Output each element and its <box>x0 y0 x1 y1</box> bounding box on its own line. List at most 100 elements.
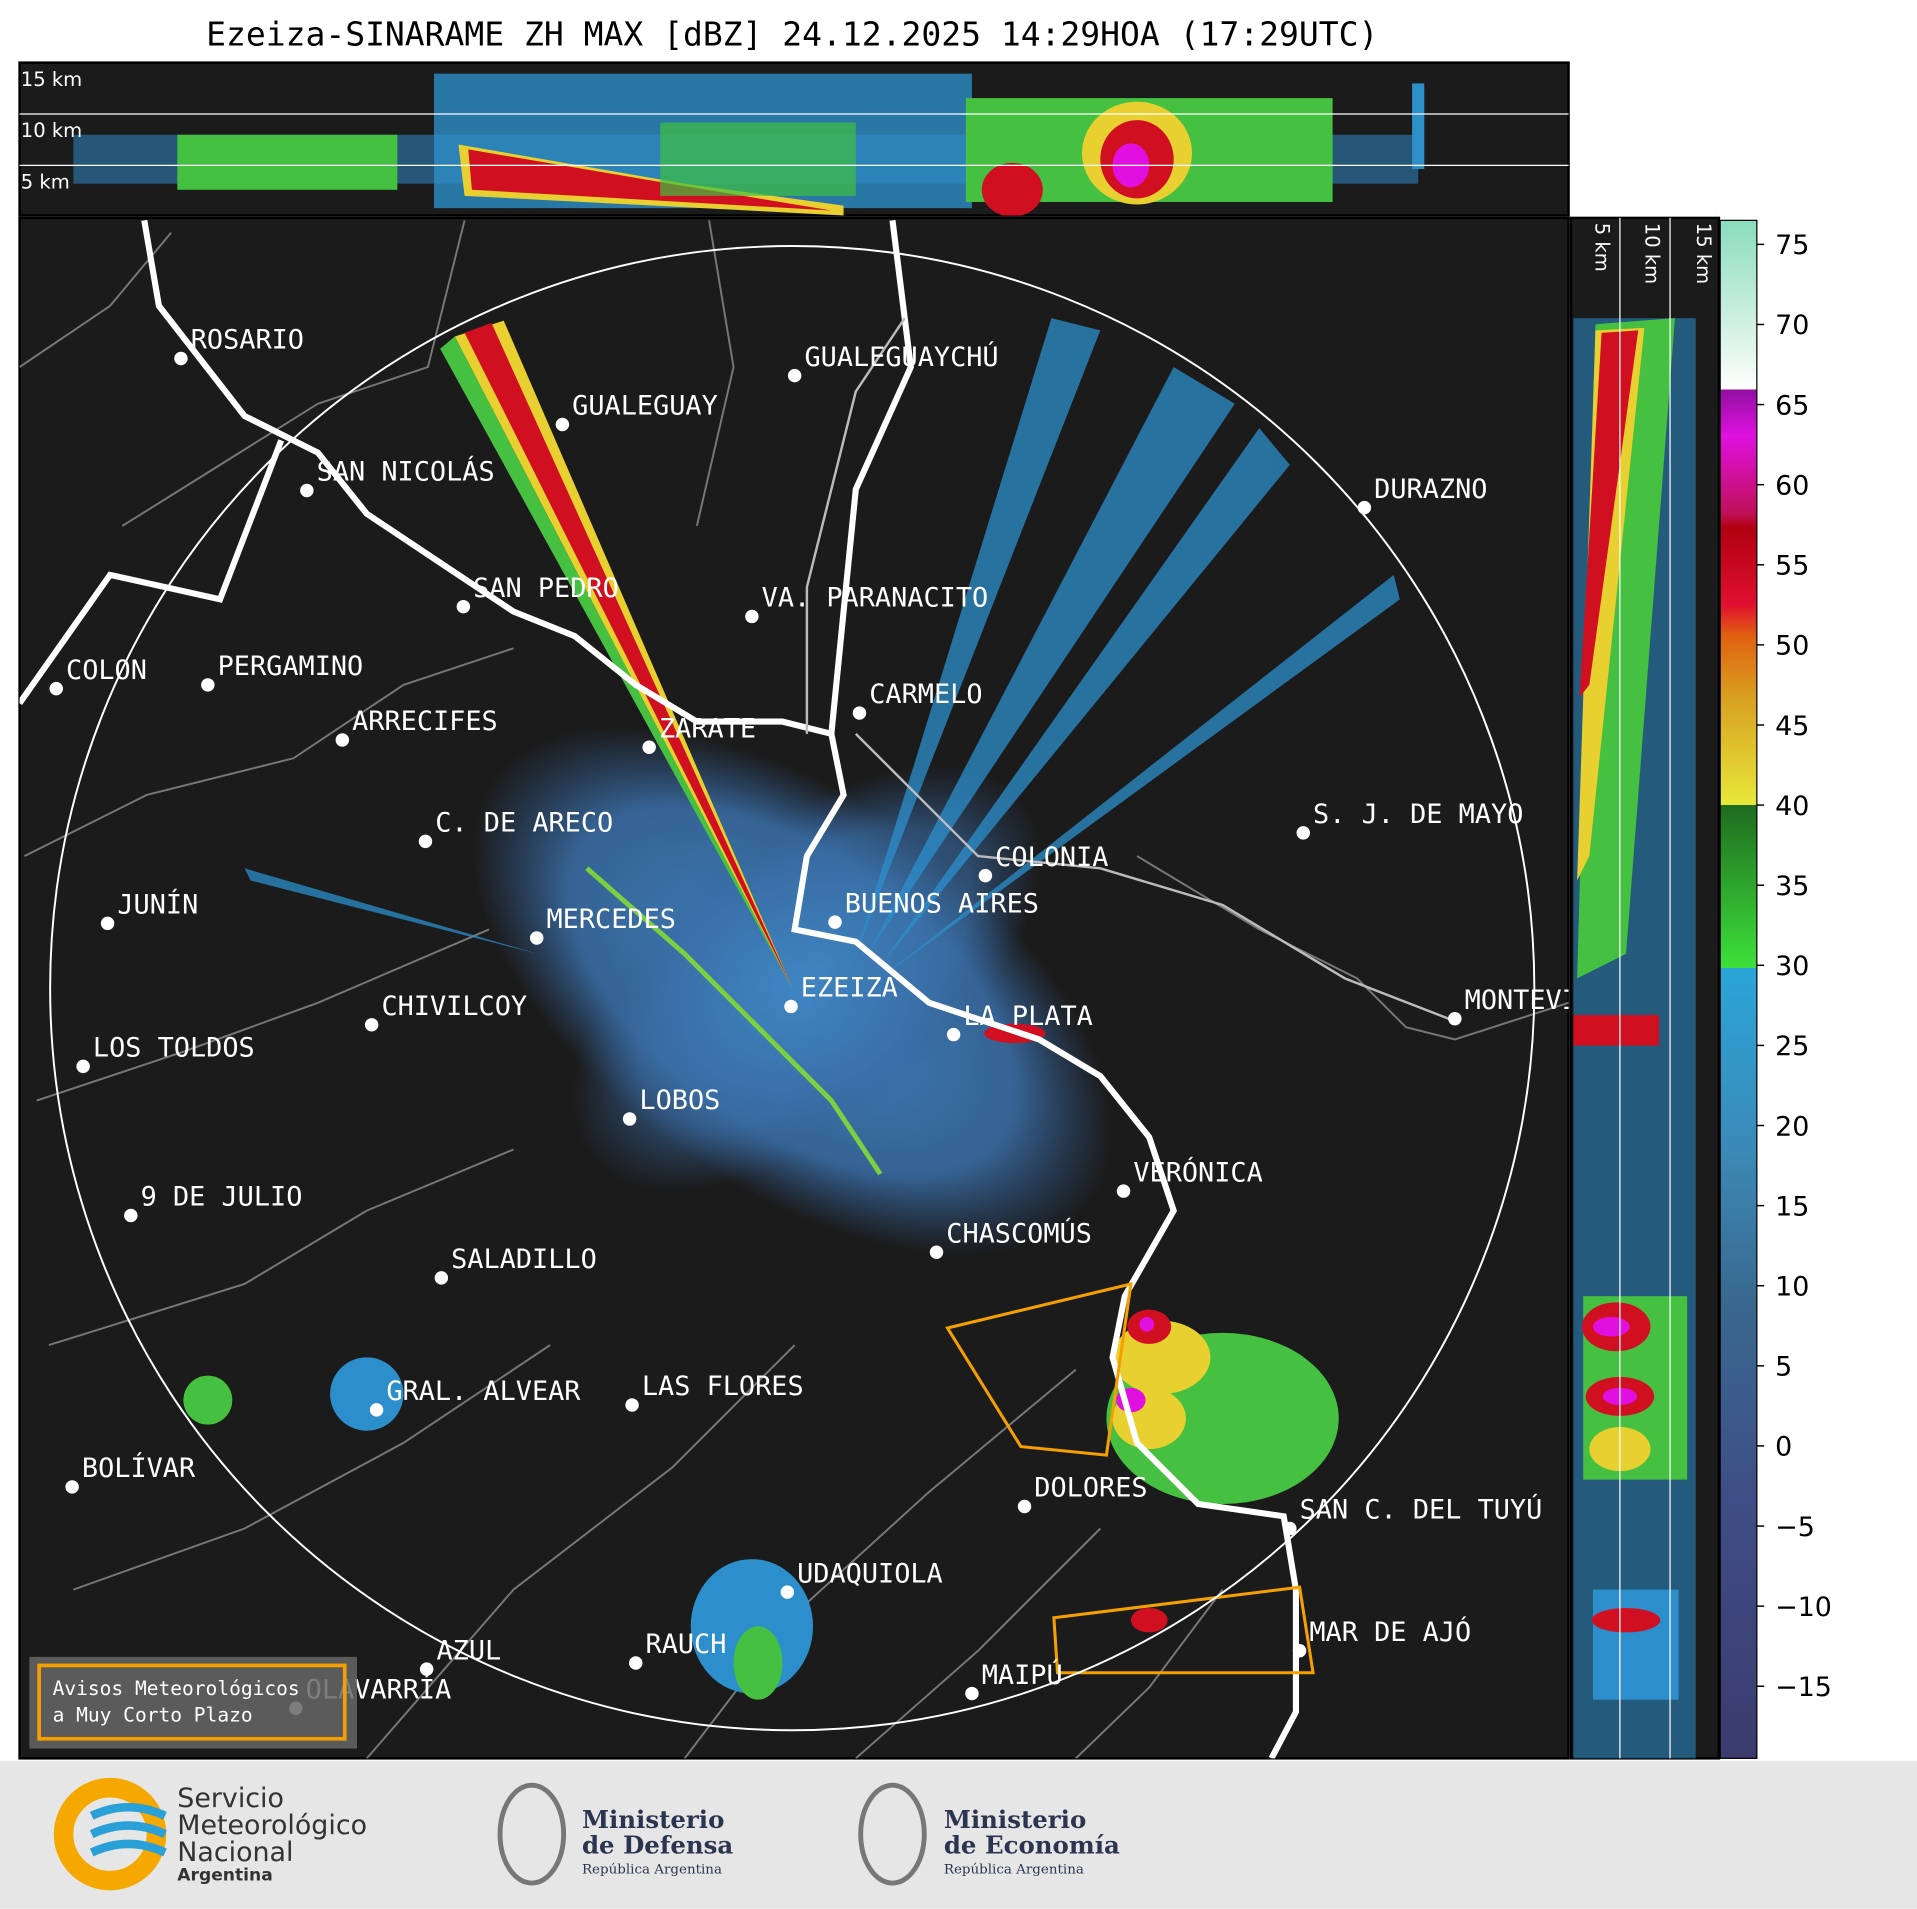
colorbar-tick-label: 60 <box>1775 470 1809 501</box>
city-label: PERGAMINO <box>218 651 364 682</box>
footer <box>0 1760 1917 1909</box>
coat-of-arms <box>858 1782 927 1886</box>
city-label: JUNÍN <box>117 889 198 921</box>
logo-text: de Defensa <box>582 1831 733 1860</box>
city-label: LOS TOLDOS <box>93 1033 255 1064</box>
height-label: 15 km <box>21 68 82 91</box>
height-label: 5 km <box>21 171 70 194</box>
city-marker <box>364 1018 379 1032</box>
city-marker <box>1283 1521 1297 1536</box>
city-label: CHIVILCOY <box>381 991 527 1022</box>
colorbar-tick-label: 10 <box>1775 1272 1809 1303</box>
logo-text: Ministerio <box>582 1805 724 1834</box>
city-label: LAS FLORES <box>642 1371 804 1402</box>
logo-text: Argentina <box>177 1866 272 1886</box>
city-label: COLON <box>66 655 147 686</box>
coastline <box>19 219 1299 1759</box>
city-marker <box>65 1480 79 1494</box>
city-marker <box>1448 1011 1462 1026</box>
city-marker <box>300 483 314 498</box>
logo-text: de Economía <box>944 1831 1120 1860</box>
city-label: S. J. DE MAYO <box>1313 799 1523 830</box>
colorbar-tick-label: 50 <box>1775 631 1809 662</box>
city-label: MERCEDES <box>546 904 675 935</box>
city-marker <box>978 868 993 883</box>
colorbar-tick-label: −5 <box>1775 1512 1815 1543</box>
warning-area <box>945 1281 1315 1675</box>
logo-text: Meteorológico <box>177 1810 367 1841</box>
city-marker <box>418 834 433 849</box>
city-label: GUALEGUAYCHÚ <box>804 341 998 373</box>
colorbar-tick-label: 55 <box>1775 551 1809 582</box>
city-marker <box>369 1403 384 1417</box>
echo-blob <box>571 765 1043 1192</box>
city-label: 9 DE JULIO <box>141 1182 303 1213</box>
storm-cells <box>183 1023 1339 1700</box>
colorbar-tick-label: 5 <box>1775 1352 1792 1383</box>
city-marker <box>434 1271 449 1285</box>
colorbar-tick-label: 25 <box>1775 1031 1809 1062</box>
echo-streak <box>440 336 793 989</box>
side-echoes <box>1573 318 1696 1759</box>
city-marker <box>1116 1184 1131 1198</box>
colorbar-tick-label: 30 <box>1775 951 1809 982</box>
river <box>805 317 1456 1023</box>
city-label: MONTEVIDEO <box>1465 985 1627 1016</box>
city-marker <box>946 1027 961 1042</box>
city-label: ARRECIFES <box>352 706 498 737</box>
city-label: LA PLATA <box>963 1001 1092 1032</box>
echo-streak <box>464 323 793 989</box>
coat-of-arms <box>497 1782 567 1886</box>
logo-text: República Argentina <box>582 1862 722 1877</box>
city-marker <box>529 931 544 945</box>
city-label: EZEIZA <box>801 973 898 1004</box>
height-label: 10 km <box>1641 223 1664 284</box>
city-label: SAN NICOLÁS <box>317 456 495 488</box>
legend-box <box>29 1656 357 1749</box>
height-label: 5 km <box>1590 223 1613 272</box>
city-marker <box>456 599 471 614</box>
city-marker <box>828 915 842 929</box>
city-label: AZUL <box>436 1635 501 1666</box>
city-label: SAN PEDRO <box>473 573 619 604</box>
city-marker <box>201 678 215 692</box>
city-label: VA. PARANACITO <box>762 583 989 614</box>
city-marker <box>555 417 570 432</box>
city-label: CARMELO <box>869 679 982 710</box>
height-label: 10 km <box>21 119 82 142</box>
echo-streak <box>454 320 793 989</box>
logo-text: República Argentina <box>944 1862 1084 1877</box>
city-label: UDAQUIOLA <box>797 1558 943 1589</box>
colorbar-tick-label: 35 <box>1775 871 1809 902</box>
city-marker <box>852 706 867 720</box>
city-label: RAUCH <box>646 1629 727 1660</box>
city-label: BUENOS AIRES <box>845 888 1039 919</box>
range-ring <box>49 245 1536 1732</box>
city-label: ROSARIO <box>191 325 304 356</box>
city-label: C. DE ARECO <box>435 808 613 839</box>
city-label: COLONIA <box>995 842 1108 873</box>
city-label: SALADILLO <box>451 1244 597 1275</box>
city-label: ZÁRATE <box>659 712 756 744</box>
logo-text: Servicio <box>177 1783 284 1814</box>
legend-swatch <box>37 1663 347 1741</box>
city-marker <box>100 916 115 931</box>
legend-text: a Muy Corto Plazo <box>53 1704 253 1727</box>
city-label: MAR DE AJÓ <box>1309 1616 1471 1648</box>
colorbar-tick-label: 70 <box>1775 310 1809 341</box>
city-label: DOLORES <box>1034 1473 1147 1504</box>
city-marker <box>76 1059 90 1074</box>
city-label: LOBOS <box>639 1085 720 1116</box>
colorbar-tick-label: −10 <box>1775 1592 1832 1623</box>
city-marker <box>1017 1499 1032 1514</box>
colorbar-tick-label: 0 <box>1775 1432 1792 1463</box>
city-marker <box>625 1398 639 1412</box>
height-label: 15 km <box>1692 223 1715 284</box>
smn-logo <box>53 1777 167 1891</box>
boundaries <box>19 220 1569 1759</box>
map-layers: ROSARIO GUALEGUAYCHÚ GUALEGUAY SAN NICOLÁS D… <box>19 219 1627 1759</box>
colorbar-tick-label: 75 <box>1775 230 1809 261</box>
city-marker <box>1292 1644 1307 1658</box>
city-marker <box>419 1662 434 1676</box>
